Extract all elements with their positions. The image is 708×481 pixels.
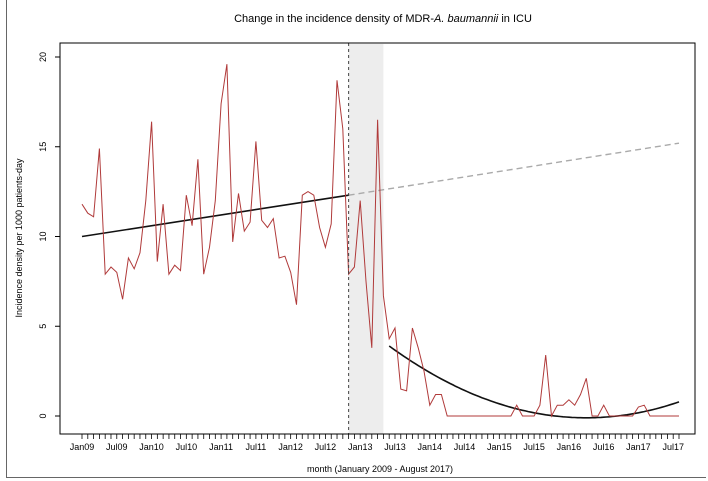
x-tick-label: Jul12 [315, 442, 337, 452]
x-tick-label: Jan15 [487, 442, 512, 452]
post-intervention-trend [388, 345, 680, 419]
x-tick-label: Jan17 [626, 442, 651, 452]
x-tick-label: Jul09 [106, 442, 128, 452]
y-tick-label: 5 [38, 324, 48, 329]
x-tick-label: Jan11 [209, 442, 233, 452]
x-tick-label: Jan16 [557, 442, 582, 452]
x-tick-label: Jul14 [454, 442, 476, 452]
counterfactual-trend [348, 142, 680, 196]
x-tick-label: Jul16 [593, 442, 615, 452]
y-tick-label: 15 [38, 142, 48, 152]
x-tick-label: Jan14 [418, 442, 443, 452]
y-tick-label: 20 [38, 52, 48, 62]
x-tick-label: Jul17 [662, 442, 684, 452]
x-tick-label: Jan13 [348, 442, 373, 452]
shaded-region [348, 44, 384, 434]
x-tick-label: Jul13 [384, 442, 406, 452]
x-tick-label: Jan12 [278, 442, 303, 452]
x-tick-label: Jul11 [245, 442, 266, 452]
figure-frame [6, 0, 706, 478]
y-tick-label: 0 [38, 413, 48, 418]
y-tick-label: 10 [38, 231, 48, 241]
x-axis-label: month (January 2009 - August 2017) [307, 464, 453, 474]
x-tick-label: Jul15 [523, 442, 545, 452]
y-axis-label: Incidence density per 1000 patients-day [14, 158, 24, 318]
x-tick-label: Jan09 [70, 442, 95, 452]
x-tick-label: Jan10 [139, 442, 164, 452]
pre-intervention-trend [81, 194, 349, 238]
x-tick-label: Jul10 [176, 442, 198, 452]
series-line [81, 64, 679, 418]
chart-title: Change in the incidence density of MDR-A… [234, 13, 532, 25]
